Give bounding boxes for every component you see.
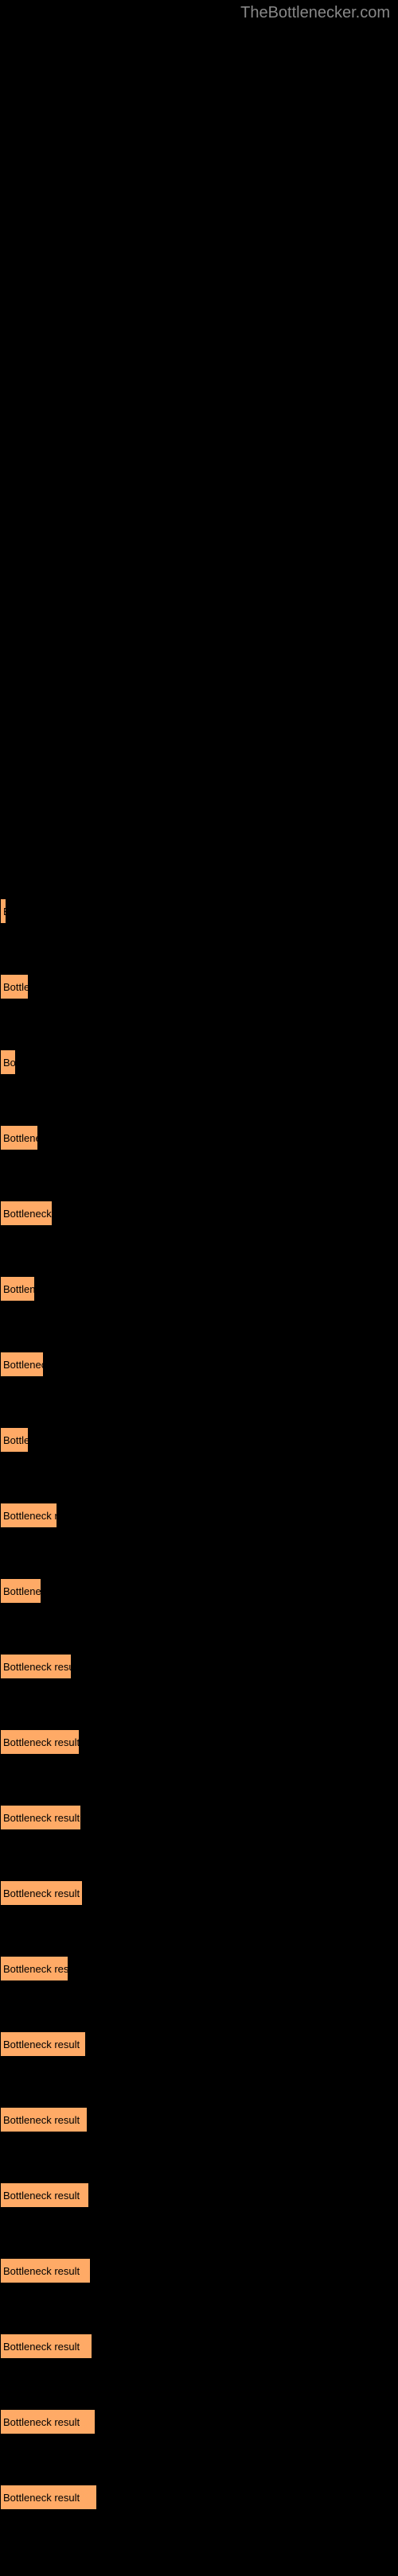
bar-row: Bottleneck [0,1201,398,1226]
bar-row: Bottlenec [0,1352,398,1377]
bar: Bottlene [0,1125,38,1150]
bar-label: Bottlene [3,1585,41,1597]
bar-label: Bottleneck result [3,2190,80,2202]
bar: Bottlene [0,1578,41,1604]
bar: Bottleneck result [0,2258,91,2283]
bar-row: Bottlen [0,1276,398,1302]
bar: Bottleneck result [0,2334,92,2359]
bar-row: Bottleneck resu [0,1654,398,1679]
bar-label: Bottleneck result [3,2416,80,2428]
bar: Bottlenec [0,1352,44,1377]
bar-label: Bottle [3,1434,29,1446]
bar: Bottleneck result [0,1729,80,1755]
bar-label: Bottleneck result [3,1736,80,1748]
chart-container: B Bottle Bo Bottlene Bottleneck Bottlen … [0,0,398,2576]
bar-label: Bottleneck result [3,1812,80,1824]
bar-label: B [3,906,6,918]
bar: Bottleneck result [0,1805,81,1830]
bar: Bottleneck resu [0,1654,72,1679]
bar: Bottleneck result [0,2485,97,2510]
bar-row: Bottleneck result [0,1880,398,1906]
bar-row: B [0,898,398,924]
bar-row: Bottleneck r [0,1503,398,1528]
bar: Bottleneck res [0,1956,68,1981]
bar-label: Bottleneck res [3,1963,68,1975]
bar-label: Bottleneck resu [3,1661,72,1673]
bar: Bottle [0,1427,29,1453]
bar-label: Bottleneck result [3,2265,80,2277]
bar-label: Bottleneck result [3,1887,80,1899]
bar-label: Bottleneck result [3,2341,80,2353]
bar-row: Bottleneck result [0,2409,398,2434]
bar-row: Bottleneck result [0,2031,398,2057]
bar-row: Bottlene [0,1578,398,1604]
bar-row: Bottle [0,1427,398,1453]
bar: Bottleneck result [0,1880,83,1906]
bar-label: Bottleneck [3,1208,52,1220]
bar-row: Bottlene [0,1125,398,1150]
bar: Bottleneck result [0,2409,96,2434]
bar-label: Bottlene [3,1132,38,1144]
bar-row: Bottleneck result [0,2258,398,2283]
bar: Bo [0,1049,16,1075]
bar-label: Bottle [3,981,29,993]
bar-row: Bottleneck res [0,1956,398,1981]
bar-row: Bottleneck result [0,2107,398,2132]
bar-row: Bottleneck result [0,2334,398,2359]
bar: Bottleneck [0,1201,53,1226]
bar-row: Bo [0,1049,398,1075]
bar-label: Bottleneck r [3,1510,57,1522]
bar: Bottleneck result [0,2031,86,2057]
bar: Bottle [0,974,29,999]
bar: B [0,898,6,924]
bar: Bottleneck r [0,1503,57,1528]
bar-row: Bottle [0,974,398,999]
bar-label: Bottleneck result [3,2114,80,2126]
bar-row: Bottleneck result [0,1805,398,1830]
bar-row: Bottleneck result [0,2485,398,2510]
watermark-text: TheBottlenecker.com [240,4,390,22]
bar: Bottlen [0,1276,35,1302]
bar-label: Bottlenec [3,1359,44,1371]
bar-row: Bottleneck result [0,1729,398,1755]
bar-label: Bottleneck result [3,2039,80,2050]
bar: Bottleneck result [0,2107,88,2132]
bar-label: Bottlen [3,1283,35,1295]
bar-row: Bottleneck result [0,2182,398,2208]
bar-label: Bottleneck result [3,2492,80,2504]
bar-label: Bo [3,1057,16,1069]
bar: Bottleneck result [0,2182,89,2208]
